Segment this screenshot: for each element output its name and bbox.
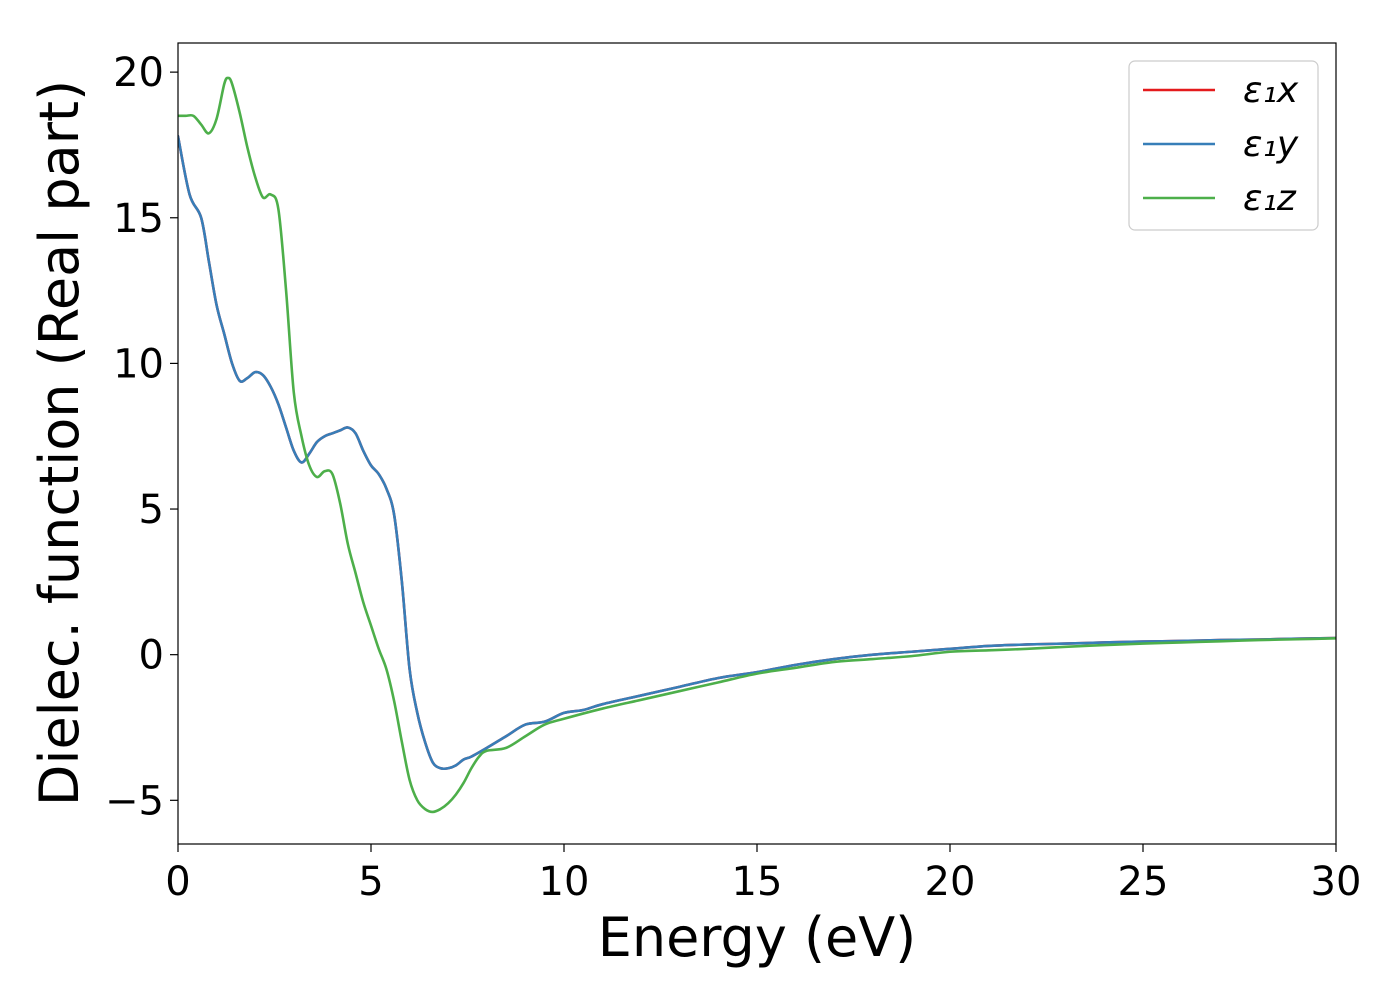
x-axis-label: Energy (eV) (598, 906, 917, 969)
x-tick-label: 10 (539, 859, 590, 905)
y-tick-label: 10 (113, 341, 164, 387)
y-tick-label: 5 (139, 487, 164, 533)
legend-frame (1128, 60, 1319, 231)
y-tick-label: −5 (105, 778, 164, 824)
legend-label: ε₁x (1243, 70, 1299, 111)
series-layer (178, 76, 1336, 814)
x-axis-ticks: 0 5 10 15 20 25 30 (165, 844, 1361, 905)
y-tick-label: 15 (113, 196, 164, 242)
y-axis-label: Dielec. function (Real part) (28, 80, 91, 806)
x-tick-label: 5 (358, 859, 383, 905)
x-tick-label: 15 (732, 859, 783, 905)
x-tick-label: 25 (1118, 859, 1169, 905)
x-tick-label: 20 (925, 859, 976, 905)
legend: ε₁x ε₁y ε₁z (1128, 60, 1319, 231)
y-tick-label: 0 (139, 633, 164, 679)
x-tick-label: 0 (165, 859, 190, 905)
y-tick-label: 20 (113, 50, 164, 96)
series-line-3 (178, 76, 1336, 814)
legend-label: ε₁y (1243, 124, 1299, 165)
x-tick-label: 30 (1311, 859, 1362, 905)
legend-label: ε₁z (1243, 178, 1297, 219)
series-line-2 (178, 134, 1336, 771)
y-axis-ticks: −5 0 5 10 15 20 (105, 50, 178, 824)
